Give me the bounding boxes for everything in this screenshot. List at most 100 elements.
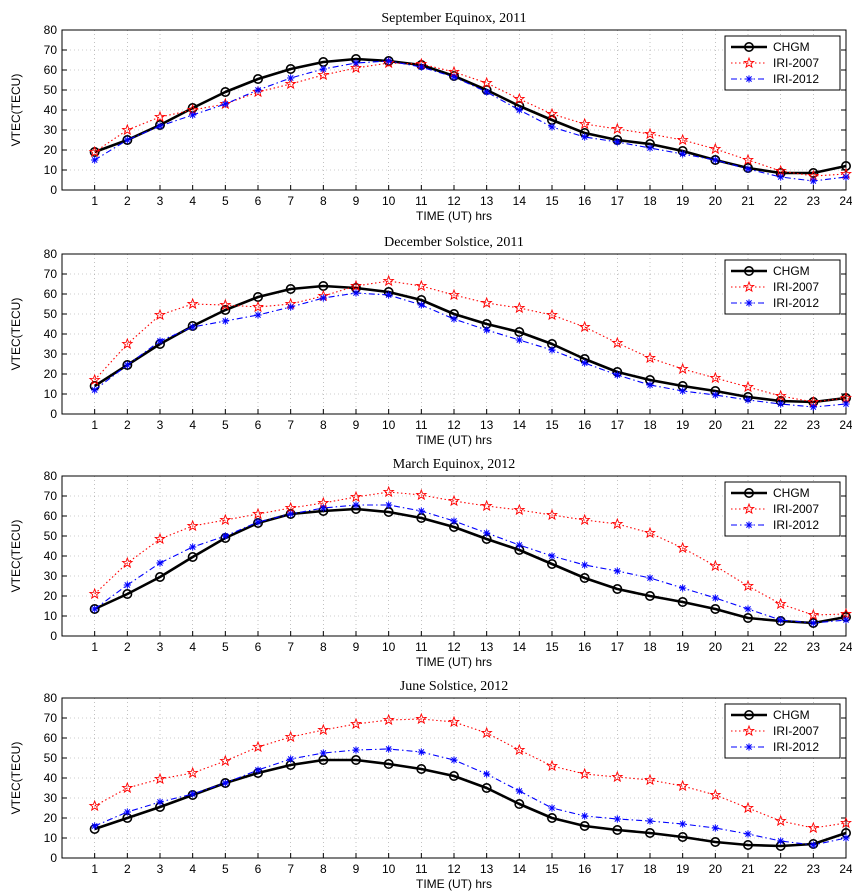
data-point [382,713,395,726]
x-tick-label: 15 [545,194,559,208]
y-tick-label: 10 [44,387,58,401]
data-point [613,371,621,379]
data-point [578,320,591,333]
x-tick-label: 15 [545,418,559,432]
data-point [417,63,425,71]
data-point [221,779,229,787]
legend-label: CHGM [773,486,810,500]
x-tick-label: 6 [255,862,262,876]
x-tick-label: 8 [320,640,327,654]
x-tick-label: 22 [774,418,788,432]
x-tick-label: 12 [447,640,461,654]
y-tick-label: 0 [50,851,57,865]
data-point [546,508,558,521]
data-point [777,837,785,845]
y-tick-label: 50 [44,83,58,97]
data-point [483,770,491,778]
legend-label: IRI-2012 [773,518,819,532]
legend-label: IRI-2007 [773,280,819,294]
data-point [121,781,134,794]
data-point [809,177,817,185]
y-tick-label: 80 [44,469,58,483]
x-tick-label: 14 [513,862,527,876]
data-point [121,337,134,350]
data-point [777,616,785,624]
data-point [254,766,262,774]
x-tick-label: 19 [676,194,690,208]
legend-label: CHGM [773,40,810,54]
x-tick-label: 15 [545,640,559,654]
series-line [94,62,847,177]
data-point [548,346,556,354]
data-point [513,92,526,105]
y-tick-label: 10 [44,831,58,845]
data-point [644,351,656,364]
y-tick-label: 0 [50,183,57,197]
data-point [350,279,362,292]
x-tick-label: 6 [255,194,262,208]
data-point [221,317,229,325]
data-point [352,59,360,67]
data-point [646,817,654,825]
data-point [546,558,557,569]
x-tick-label: 13 [480,194,494,208]
data-point [448,288,460,301]
data-point [252,300,264,313]
x-tick-label: 10 [382,640,396,654]
data-point [448,494,460,507]
x-tick-label: 11 [415,862,428,876]
x-tick-label: 13 [480,418,494,432]
data-point [450,756,458,764]
data-point [382,274,395,287]
x-tick-label: 4 [189,862,196,876]
data-point [154,308,166,321]
data-point [611,517,624,530]
data-point [581,133,589,141]
data-point [219,513,232,526]
data-point [548,123,556,131]
data-point [91,386,99,394]
data-point [613,815,621,823]
x-tick-label: 2 [124,640,131,654]
x-tick-label: 20 [709,418,723,432]
data-point [483,326,491,334]
x-tick-label: 14 [513,640,527,654]
data-point [317,68,330,81]
data-point [154,532,166,545]
x-tick-label: 17 [611,194,625,208]
data-point [578,513,591,526]
data-point [385,291,393,299]
data-point [284,730,297,743]
data-point [480,296,493,309]
x-tick-label: 7 [287,640,294,654]
data-point [581,812,589,820]
x-axis-label: TIME (UT) hrs [416,655,492,669]
y-tick-label: 70 [44,43,58,57]
y-tick-label: 10 [44,163,58,177]
data-point [514,798,525,809]
data-point [644,127,656,140]
legend-box [724,259,841,315]
data-point [613,138,621,146]
data-point [515,336,523,344]
x-tick-label: 21 [741,194,755,208]
legend-marker [743,724,755,737]
data-point [187,551,198,562]
x-tick-label: 17 [611,418,625,432]
y-tick-label: 30 [44,791,58,805]
data-point [515,541,523,549]
data-point [382,485,395,498]
data-point [546,759,558,772]
series-line [94,748,847,846]
data-point [777,400,785,408]
legend-marker [743,56,755,69]
data-point [91,156,99,164]
legend-marker [745,743,753,751]
data-point [88,587,101,600]
chart-title: December Solstice, 2011 [384,235,524,250]
x-tick-label: 23 [807,640,821,654]
y-axis-label: VTEC(TECU) [9,742,23,815]
data-point [350,61,362,74]
x-tick-label: 10 [382,862,396,876]
